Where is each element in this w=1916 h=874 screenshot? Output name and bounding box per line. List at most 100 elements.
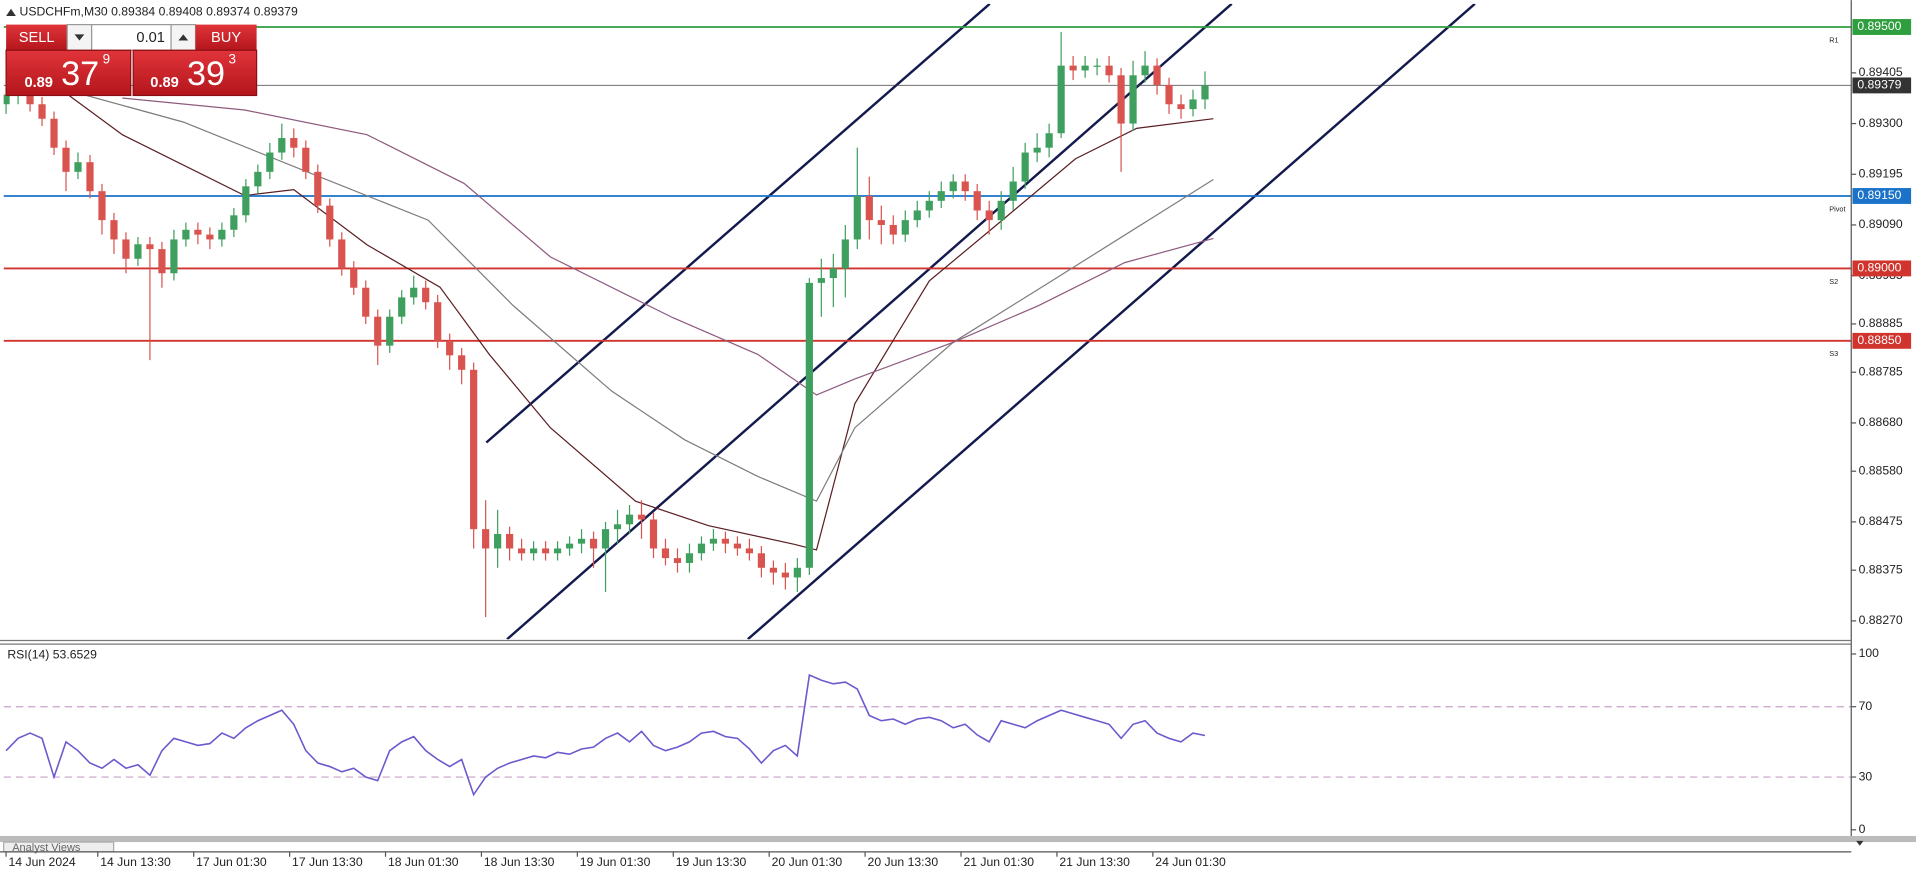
y-tick-label: 0.89090 <box>1859 217 1903 231</box>
candle-body <box>1081 65 1089 71</box>
y-tick-label: 0.88375 <box>1859 562 1903 576</box>
header: USDCHFm,M30 0.89384 0.89408 0.89374 0.89… <box>6 5 298 19</box>
buy-label[interactable]: BUY <box>211 30 241 46</box>
y-tick-label: 0.89405 <box>1859 65 1903 79</box>
candle-body <box>1141 65 1149 76</box>
candle-body <box>577 538 586 544</box>
x-tick-label: 18 Jun 01:30 <box>388 855 459 869</box>
candle-body <box>1189 99 1197 110</box>
candle-body <box>625 514 634 525</box>
candle-body <box>290 138 298 148</box>
candle-body <box>877 220 885 225</box>
buy-price-big[interactable]: 0.89 <box>150 75 179 91</box>
level-price-label: 0.89379 <box>1857 78 1901 92</box>
buy-price-frac[interactable]: 3 <box>229 52 236 67</box>
level-price-label: 0.89000 <box>1857 261 1901 275</box>
y-tick-label: 0.88680 <box>1859 415 1903 429</box>
candle-body <box>62 147 70 172</box>
analyst-views[interactable]: Analyst Views <box>12 842 81 854</box>
level-name: R1 <box>1829 35 1838 44</box>
high: 0.89408 <box>159 5 203 19</box>
candle-body <box>26 88 34 105</box>
sell-price-box[interactable] <box>5 49 132 97</box>
candle-body <box>1069 65 1077 71</box>
candle-body <box>781 572 789 578</box>
candle-body <box>757 553 765 568</box>
candle-body <box>601 529 610 549</box>
down-arrow <box>74 34 85 41</box>
candle-body <box>913 210 921 221</box>
sell-button[interactable] <box>6 24 68 51</box>
sell-price-main[interactable]: 37 <box>61 55 99 93</box>
x-tick-label: 14 Jun 2024 <box>9 855 76 869</box>
candle-body <box>649 519 658 549</box>
level-price-box <box>1852 188 1912 204</box>
candle-body <box>326 205 334 240</box>
buy-price-box[interactable] <box>132 49 258 97</box>
candle-body <box>733 543 742 549</box>
candle-body <box>422 287 430 303</box>
candle-body <box>146 244 154 250</box>
level-price-box <box>1852 19 1912 35</box>
candle-body <box>506 533 514 549</box>
candle-body <box>1009 181 1017 201</box>
scroll-icon[interactable] <box>1856 840 1864 846</box>
candle-body <box>362 287 370 317</box>
y-tick-label: 70 <box>1859 699 1873 713</box>
candle-body <box>961 181 969 192</box>
moving-average <box>122 97 1214 396</box>
candle-body <box>901 220 909 235</box>
candle-body <box>350 268 358 288</box>
level-name: S3 <box>1829 349 1838 358</box>
candle-body <box>206 234 214 240</box>
volume-value[interactable]: 0.01 <box>136 30 165 46</box>
x-tick-label: 24 Jun 01:30 <box>1155 855 1226 869</box>
y-tick-label: 0.89300 <box>1859 116 1903 130</box>
y-tick-label: 0 <box>1859 822 1866 836</box>
buy-price-main[interactable]: 39 <box>187 55 225 93</box>
candle-body <box>50 118 58 148</box>
candle-body <box>398 297 406 317</box>
candle-body <box>434 302 442 341</box>
candle-body <box>709 538 718 544</box>
collapse-icon[interactable] <box>6 8 16 17</box>
candle-body <box>170 239 178 274</box>
candle-body <box>841 239 849 269</box>
level-price-box <box>1852 332 1912 349</box>
candle-body <box>661 548 670 559</box>
price-pane: R1 Pivot S2 S3 <box>3 3 1852 640</box>
sell-price-frac[interactable]: 9 <box>103 52 110 67</box>
candle-body <box>613 524 622 530</box>
candle-body <box>829 268 837 279</box>
x-tick-label: 20 Jun 13:30 <box>868 855 939 869</box>
level-price-box <box>1852 77 1912 94</box>
candle-body <box>1177 104 1185 110</box>
candle-body <box>865 195 873 221</box>
candle-body <box>482 529 490 549</box>
x-tick-label: 21 Jun 13:30 <box>1059 855 1130 869</box>
sell-label[interactable]: SELL <box>19 30 55 46</box>
candle-body <box>745 548 754 554</box>
candle-body <box>230 215 238 230</box>
level-price-label: 0.88850 <box>1857 333 1901 347</box>
candle-body <box>697 543 706 554</box>
candle-body <box>278 138 286 153</box>
candle-body <box>122 239 130 259</box>
x-tick-label: 19 Jun 13:30 <box>676 855 747 869</box>
candle-body <box>1045 133 1053 148</box>
candle-body <box>86 162 94 192</box>
open: 0.89384 <box>111 5 155 19</box>
buy-button[interactable] <box>195 24 257 51</box>
y-tick-label: 30 <box>1859 769 1873 783</box>
y-tick-label: 0.88270 <box>1859 613 1903 627</box>
y-tick-label: 100 <box>1859 646 1880 660</box>
channel-line <box>506 3 1233 640</box>
sell-price-big[interactable]: 0.89 <box>24 75 53 91</box>
x-tick-label: 18 Jun 13:30 <box>484 855 555 869</box>
moving-average <box>5 48 1214 551</box>
candle-body <box>889 224 897 235</box>
x-tick-label: 21 Jun 01:30 <box>963 855 1034 869</box>
